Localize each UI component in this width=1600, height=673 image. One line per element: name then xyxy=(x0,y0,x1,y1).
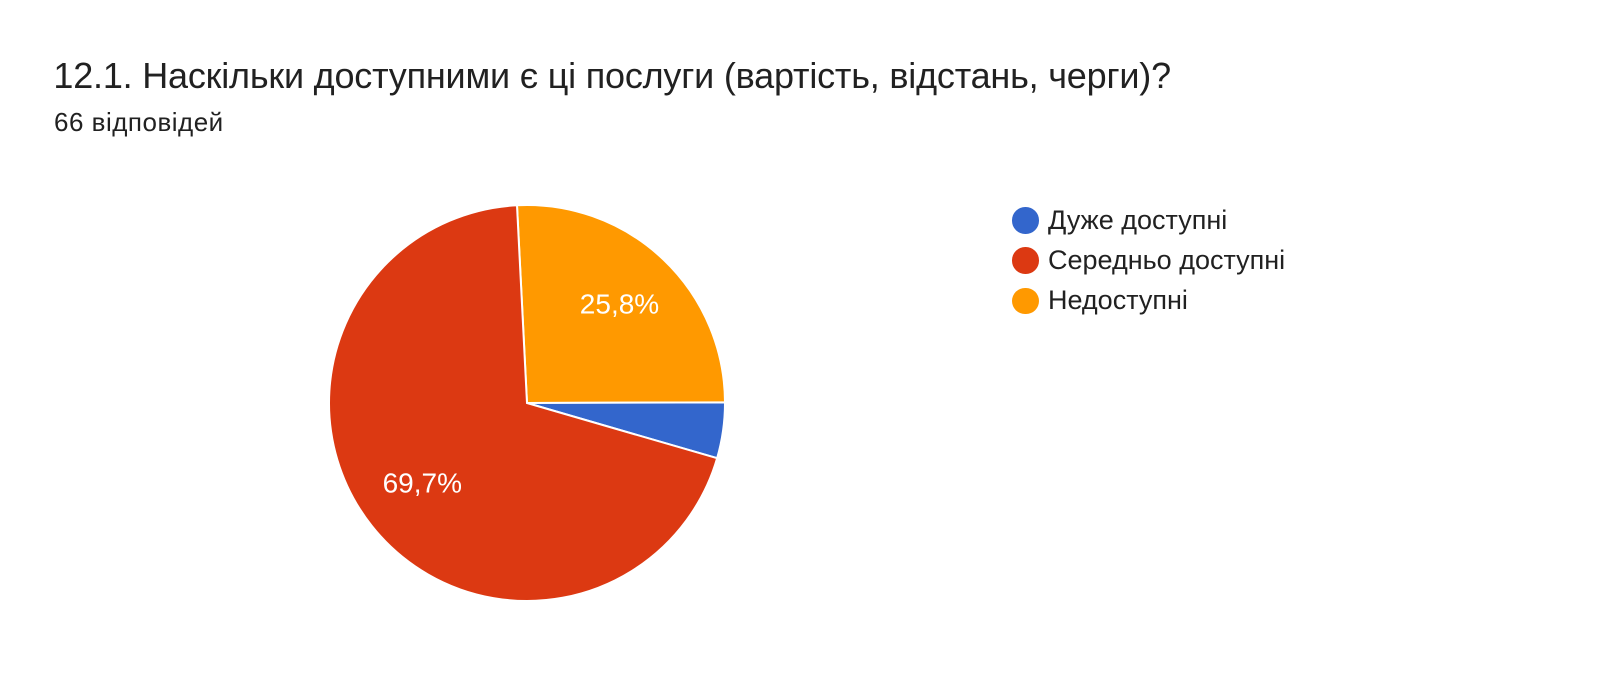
svg-text:69,7%: 69,7% xyxy=(383,467,462,498)
svg-text:25,8%: 25,8% xyxy=(580,288,659,319)
